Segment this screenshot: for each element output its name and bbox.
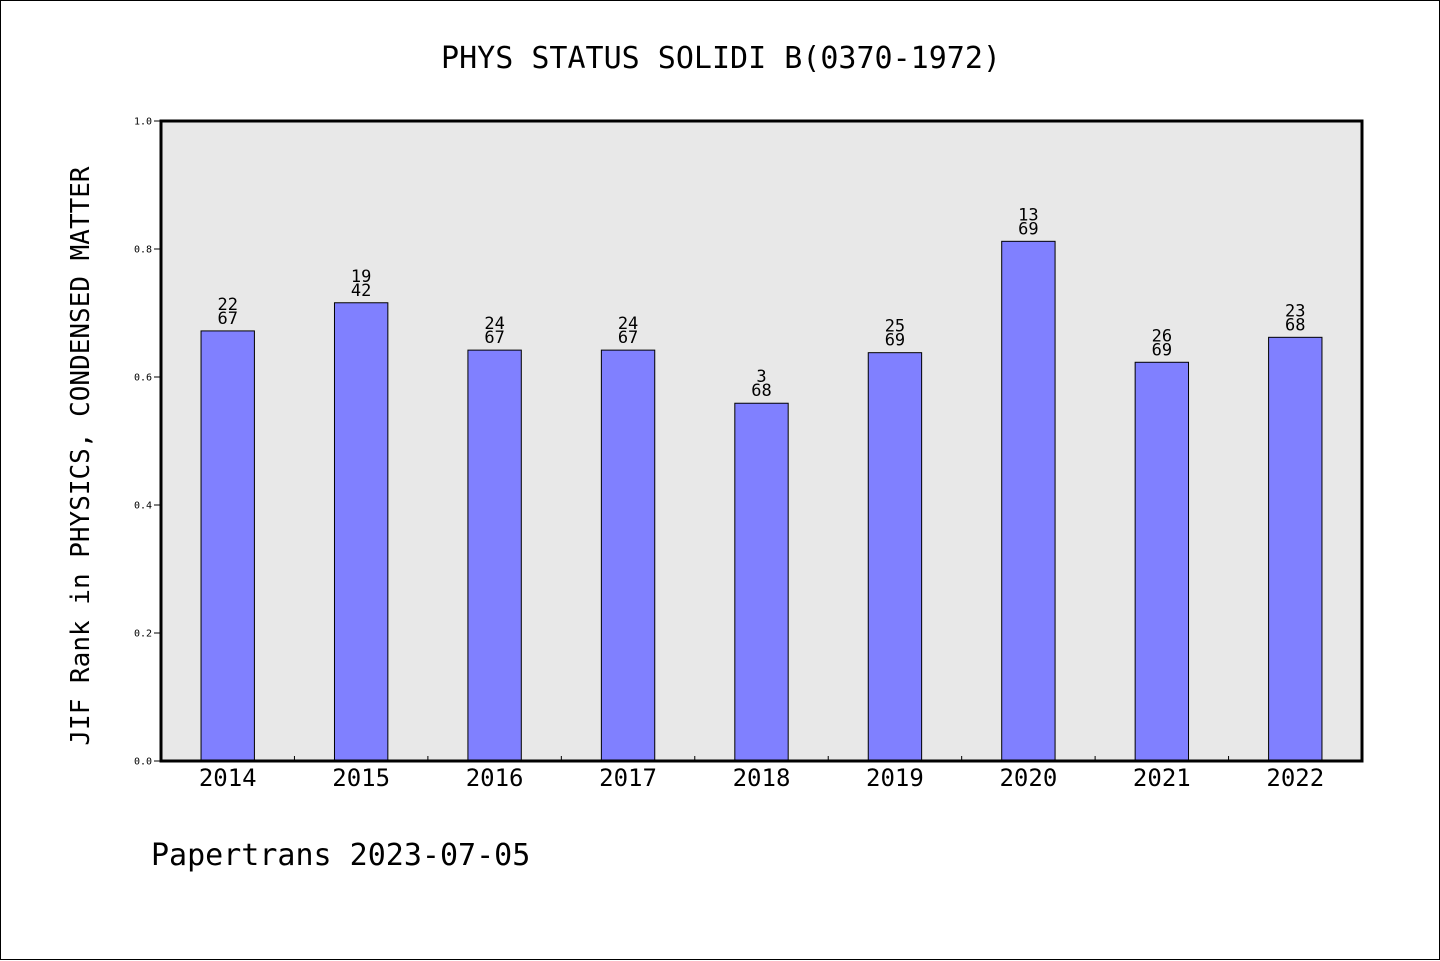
bar-2014 [200, 330, 255, 762]
bar-label-2021-total: 69 [1152, 340, 1172, 360]
plot-border [159, 119, 1364, 763]
y-tick-label: 0.8 [134, 245, 152, 256]
bar-2017 [600, 349, 656, 762]
chart-title: PHYS STATUS SOLIDI B(0370-1972) [441, 41, 1001, 76]
bar-2022 [1268, 336, 1323, 762]
bar-label-2020-total: 69 [1018, 219, 1038, 239]
axis-layer: 2014 2015 2016 2017 2018 2019 2020 2021 2022 0.0 0… [134, 117, 1324, 793]
x-tick-label-2014: 2014 [199, 764, 257, 792]
y-tick-label: 0.6 [134, 373, 152, 384]
bar-label-2018-total: 68 [751, 381, 771, 401]
x-tick-label-2016: 2016 [466, 764, 524, 792]
bar-label-2016-rank: 24 [484, 314, 504, 334]
y-tick-label: 0.0 [134, 757, 152, 768]
y-tick-label: 0.2 [134, 629, 152, 640]
x-tick-label-2018: 2018 [733, 764, 791, 792]
y-axis-label: JIF Rank in PHYSICS, CONDENSED MATTER [66, 166, 96, 746]
bar-label-2018-rank: 3 [756, 367, 766, 387]
x-tick-label-2020: 2020 [999, 764, 1057, 792]
y-tick-label: 0.4 [134, 501, 152, 512]
bar-label-2022-rank: 23 [1285, 301, 1305, 321]
bar-label-2015-rank: 19 [351, 267, 371, 287]
x-tick-label-2022: 2022 [1266, 764, 1324, 792]
bar-label-2015-total: 42 [351, 281, 371, 301]
y-tick-label: 1.0 [134, 117, 152, 128]
bar-label-2022-total: 68 [1285, 315, 1305, 335]
bar-label-2019-rank: 25 [885, 317, 905, 337]
x-tick-label-2017: 2017 [599, 764, 657, 792]
bar-label-2019-total: 69 [885, 331, 905, 351]
bar-2021 [1134, 361, 1190, 762]
bar-2016 [467, 349, 522, 762]
bar-2018 [734, 402, 789, 762]
bar-label-2014-rank: 22 [217, 295, 237, 315]
x-tick-label-2015: 2015 [332, 764, 390, 792]
x-tick-label-2021: 2021 [1133, 764, 1191, 792]
bar-label-2017-total: 67 [618, 328, 638, 348]
x-tick-label-2019: 2019 [866, 764, 924, 792]
bar-label-2021-rank: 26 [1152, 326, 1172, 346]
footer-credit: Papertrans 2023-07-05 [151, 838, 530, 873]
bar-label-2014-total: 67 [217, 309, 237, 329]
bar-2020 [1001, 240, 1056, 762]
bar-label-2020-rank: 13 [1018, 205, 1038, 225]
bar-label-2016-total: 67 [484, 328, 504, 348]
bar-2019 [867, 352, 923, 762]
bar-label-2017-rank: 24 [618, 314, 638, 334]
bar-2015 [333, 302, 389, 762]
